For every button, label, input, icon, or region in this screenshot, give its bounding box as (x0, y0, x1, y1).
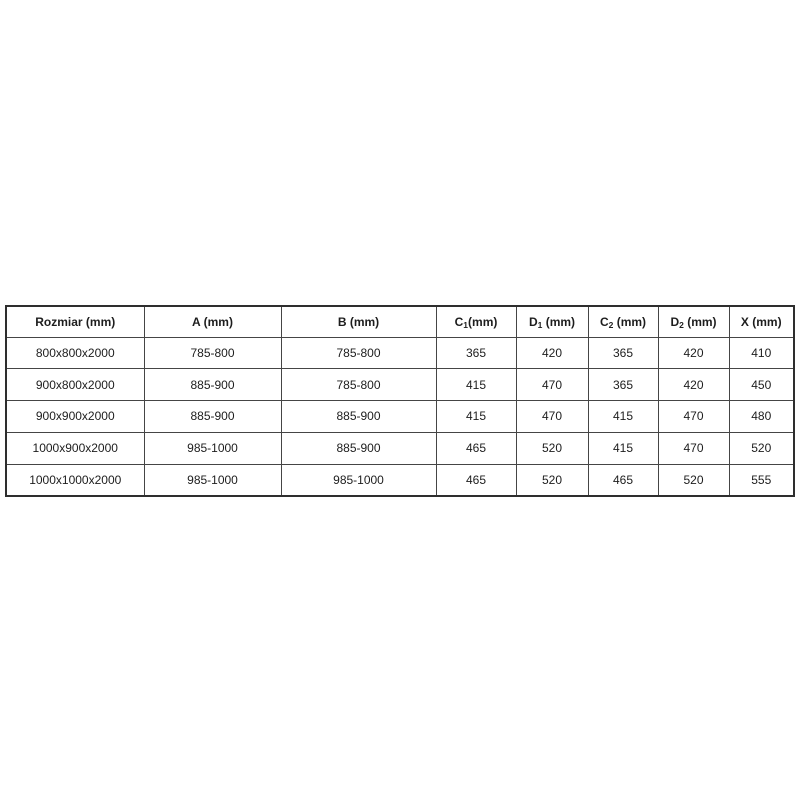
column-header: B (mm) (280, 305, 437, 338)
table-cell: 480 (728, 400, 795, 433)
dimensions-table: Rozmiar (mm) A (mm) B (mm) C1(mm) D1 (mm) C2 … (5, 305, 795, 497)
column-header-label: Rozmiar (mm) (35, 314, 116, 329)
table-cell: 885-900 (280, 431, 437, 465)
column-header: Rozmiar (mm) (5, 305, 145, 338)
table-cell: 450 (728, 368, 795, 402)
table-cell: 470 (515, 400, 589, 433)
column-header: D1 (mm) (515, 305, 589, 338)
table-row: 900x900x2000 885-900 885-900 415 470 415 470 48… (5, 400, 795, 433)
column-header-label: C (454, 314, 464, 329)
table-cell: 465 (587, 463, 659, 497)
table-cell: 885-900 (143, 368, 282, 402)
table-cell: 415 (587, 431, 659, 465)
table-cell: 410 (728, 336, 795, 370)
table-cell: 365 (587, 368, 659, 402)
table-row: 800x800x2000 785-800 785-800 365 420 365 420 41… (5, 336, 795, 370)
column-header-unit: (mm) (683, 314, 717, 329)
column-header-label: D (528, 314, 538, 329)
table-row: 900x800x2000 885-900 785-800 415 470 365 420 45… (5, 368, 795, 402)
table-cell: 365 (587, 336, 659, 370)
table-cell: 1000x1000x2000 (5, 463, 145, 497)
column-header-subscript: 2 (679, 319, 684, 330)
table-cell: 470 (657, 431, 730, 465)
column-header-label: D (670, 314, 680, 329)
table-cell: 1000x900x2000 (5, 431, 145, 465)
table-header-row: Rozmiar (mm) A (mm) B (mm) C1(mm) D1 (mm) C2 … (5, 305, 795, 338)
table-cell: 470 (515, 368, 589, 402)
column-header-label: C (599, 314, 609, 329)
table-cell: 785-800 (280, 336, 437, 370)
column-header-label: B (mm) (337, 314, 380, 329)
table-cell: 885-900 (280, 400, 437, 433)
column-header-label: A (mm) (192, 314, 233, 329)
table-cell: 985-1000 (143, 463, 282, 497)
table-cell: 520 (728, 431, 795, 465)
dimensions-table-wrapper: Rozmiar (mm) A (mm) B (mm) C1(mm) D1 (mm) C2 … (5, 305, 795, 497)
table-cell: 885-900 (143, 400, 282, 433)
table-cell: 420 (515, 336, 589, 370)
column-header-unit: (mm) (468, 314, 498, 329)
table-cell: 785-800 (280, 368, 437, 402)
table-cell: 985-1000 (143, 431, 282, 465)
column-header: C1(mm) (435, 305, 517, 338)
table-body: 800x800x2000 785-800 785-800 365 420 365 420 41… (5, 336, 795, 497)
column-header: X (mm) (728, 305, 795, 338)
table-cell: 555 (728, 463, 795, 497)
table-cell: 985-1000 (280, 463, 437, 497)
table-cell: 415 (587, 400, 659, 433)
column-header-unit: (mm) (613, 314, 647, 329)
table-cell: 785-800 (143, 336, 282, 370)
column-header-unit: (mm) (542, 314, 576, 329)
table-cell: 520 (515, 463, 589, 497)
table-cell: 415 (435, 368, 517, 402)
column-header-subscript: 1 (537, 319, 543, 330)
table-cell: 465 (435, 463, 517, 497)
table-cell: 900x900x2000 (5, 400, 145, 433)
table-cell: 800x800x2000 (5, 336, 145, 370)
column-header-label: X (mm) (740, 314, 782, 329)
table-cell: 420 (657, 336, 730, 370)
table-cell: 520 (657, 463, 730, 497)
column-header: C2 (mm) (587, 305, 659, 338)
table-row: 1000x900x2000 985-1000 885-900 465 520 415 470… (5, 431, 795, 465)
table-cell: 465 (435, 431, 517, 465)
column-header-subscript: 1 (463, 319, 469, 330)
column-header: D2 (mm) (657, 305, 730, 338)
column-header: A (mm) (143, 305, 282, 338)
column-header-subscript: 2 (608, 319, 614, 330)
table-cell: 415 (435, 400, 517, 433)
table-cell: 365 (435, 336, 517, 370)
table-cell: 470 (657, 400, 730, 433)
table-cell: 420 (657, 368, 730, 402)
table-row: 1000x1000x2000 985-1000 985-1000 465 520 465 5… (5, 463, 795, 497)
table-cell: 900x800x2000 (5, 368, 145, 402)
table-cell: 520 (515, 431, 589, 465)
